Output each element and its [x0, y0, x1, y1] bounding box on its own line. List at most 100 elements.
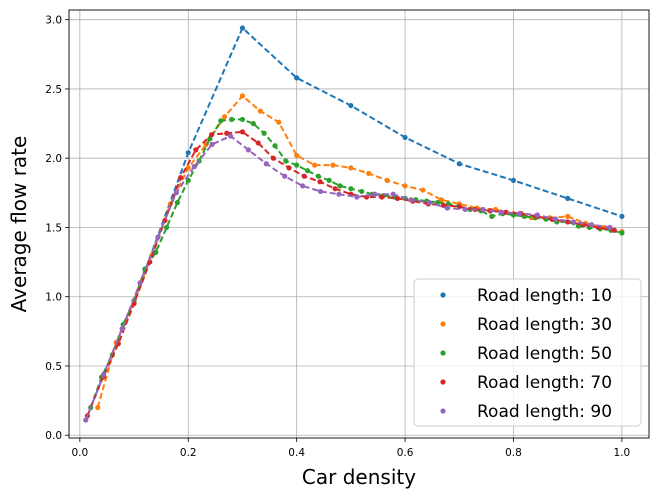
data-point — [510, 177, 517, 183]
data-point — [272, 143, 278, 149]
data-point — [95, 404, 101, 411]
data-point — [137, 280, 143, 286]
data-point — [326, 177, 332, 183]
data-point — [174, 199, 181, 206]
data-point — [332, 186, 338, 192]
data-point — [282, 173, 288, 179]
legend-marker — [440, 292, 446, 298]
data-point — [348, 186, 354, 192]
data-point — [565, 213, 571, 219]
data-point — [286, 165, 292, 171]
data-point — [607, 224, 613, 231]
data-point — [348, 102, 354, 109]
data-point — [402, 183, 408, 189]
legend-marker — [440, 321, 446, 327]
data-point — [444, 205, 450, 211]
data-point — [588, 222, 595, 228]
data-point — [221, 114, 228, 120]
data-point — [193, 147, 199, 153]
data-point — [366, 170, 372, 177]
y-tick-label: 1.5 — [45, 222, 62, 234]
plot-frame — [68, 9, 650, 439]
data-point — [315, 173, 321, 179]
y-tick-label: 2.0 — [45, 153, 62, 165]
legend-label: Road length: 10 — [477, 286, 612, 306]
data-point — [498, 209, 505, 215]
series-layer — [83, 25, 625, 423]
legend-marker — [440, 350, 446, 356]
data-point — [408, 197, 414, 203]
data-point — [270, 155, 276, 161]
data-point — [257, 108, 263, 114]
data-point — [462, 206, 468, 213]
data-point — [255, 140, 261, 146]
data-point — [207, 136, 213, 142]
data-point — [119, 325, 125, 332]
data-point — [516, 211, 523, 217]
series-line — [133, 26, 623, 302]
data-point — [218, 118, 224, 124]
data-point — [379, 194, 385, 200]
data-point — [173, 190, 179, 196]
y-tick-label: 2.5 — [45, 84, 62, 96]
data-point — [239, 93, 246, 99]
data-point — [480, 206, 486, 213]
y-tick-label: 3.0 — [45, 15, 62, 27]
legend-marker — [440, 379, 446, 385]
data-point — [250, 120, 256, 127]
data-point — [261, 130, 267, 136]
data-point — [245, 147, 252, 153]
data-point — [317, 188, 324, 195]
data-point — [534, 212, 540, 218]
data-point — [191, 163, 197, 170]
legend-marker — [440, 408, 446, 414]
data-point — [227, 133, 234, 139]
data-point — [294, 152, 300, 159]
data-point — [300, 183, 306, 189]
data-point — [489, 213, 495, 219]
data-point — [390, 191, 396, 197]
x-tick-label: 1.0 — [614, 447, 631, 459]
data-point — [311, 162, 318, 168]
data-point — [101, 371, 107, 377]
legend-box — [413, 278, 642, 427]
data-point — [571, 219, 577, 225]
data-point — [229, 116, 235, 123]
legend-label: Road length: 30 — [477, 315, 612, 335]
data-point — [394, 195, 401, 201]
x-tick-label: 0.6 — [397, 447, 414, 459]
data-point — [301, 173, 307, 179]
x-axis-title: Car density — [302, 465, 416, 489]
data-point — [619, 213, 625, 219]
data-point — [185, 177, 191, 183]
x-tick-label: 0.0 — [71, 447, 88, 459]
data-point — [276, 119, 282, 125]
data-point — [153, 249, 159, 255]
data-point — [283, 158, 289, 164]
data-point — [185, 165, 191, 171]
data-point — [304, 168, 311, 174]
data-point — [239, 25, 246, 31]
legend-label: Road length: 90 — [477, 402, 612, 422]
x-tick-label: 0.2 — [180, 447, 197, 459]
data-point — [611, 227, 617, 233]
data-point — [224, 130, 230, 136]
y-tick-label: 0.0 — [45, 430, 62, 442]
data-point — [420, 187, 426, 193]
data-point — [294, 75, 300, 81]
data-point — [402, 134, 408, 141]
series-line — [84, 134, 611, 421]
series-line — [89, 118, 623, 408]
legend-label: Road length: 50 — [477, 344, 612, 364]
data-point — [384, 177, 390, 183]
data-point — [426, 199, 432, 206]
data-point — [209, 141, 215, 147]
data-point — [178, 174, 184, 181]
legend-label: Road length: 70 — [477, 373, 612, 393]
data-point — [456, 161, 462, 167]
y-tick-label: 1.0 — [45, 292, 62, 304]
data-point — [317, 179, 323, 185]
data-point — [239, 129, 246, 135]
y-axis-title: Average flow rate — [7, 136, 31, 313]
